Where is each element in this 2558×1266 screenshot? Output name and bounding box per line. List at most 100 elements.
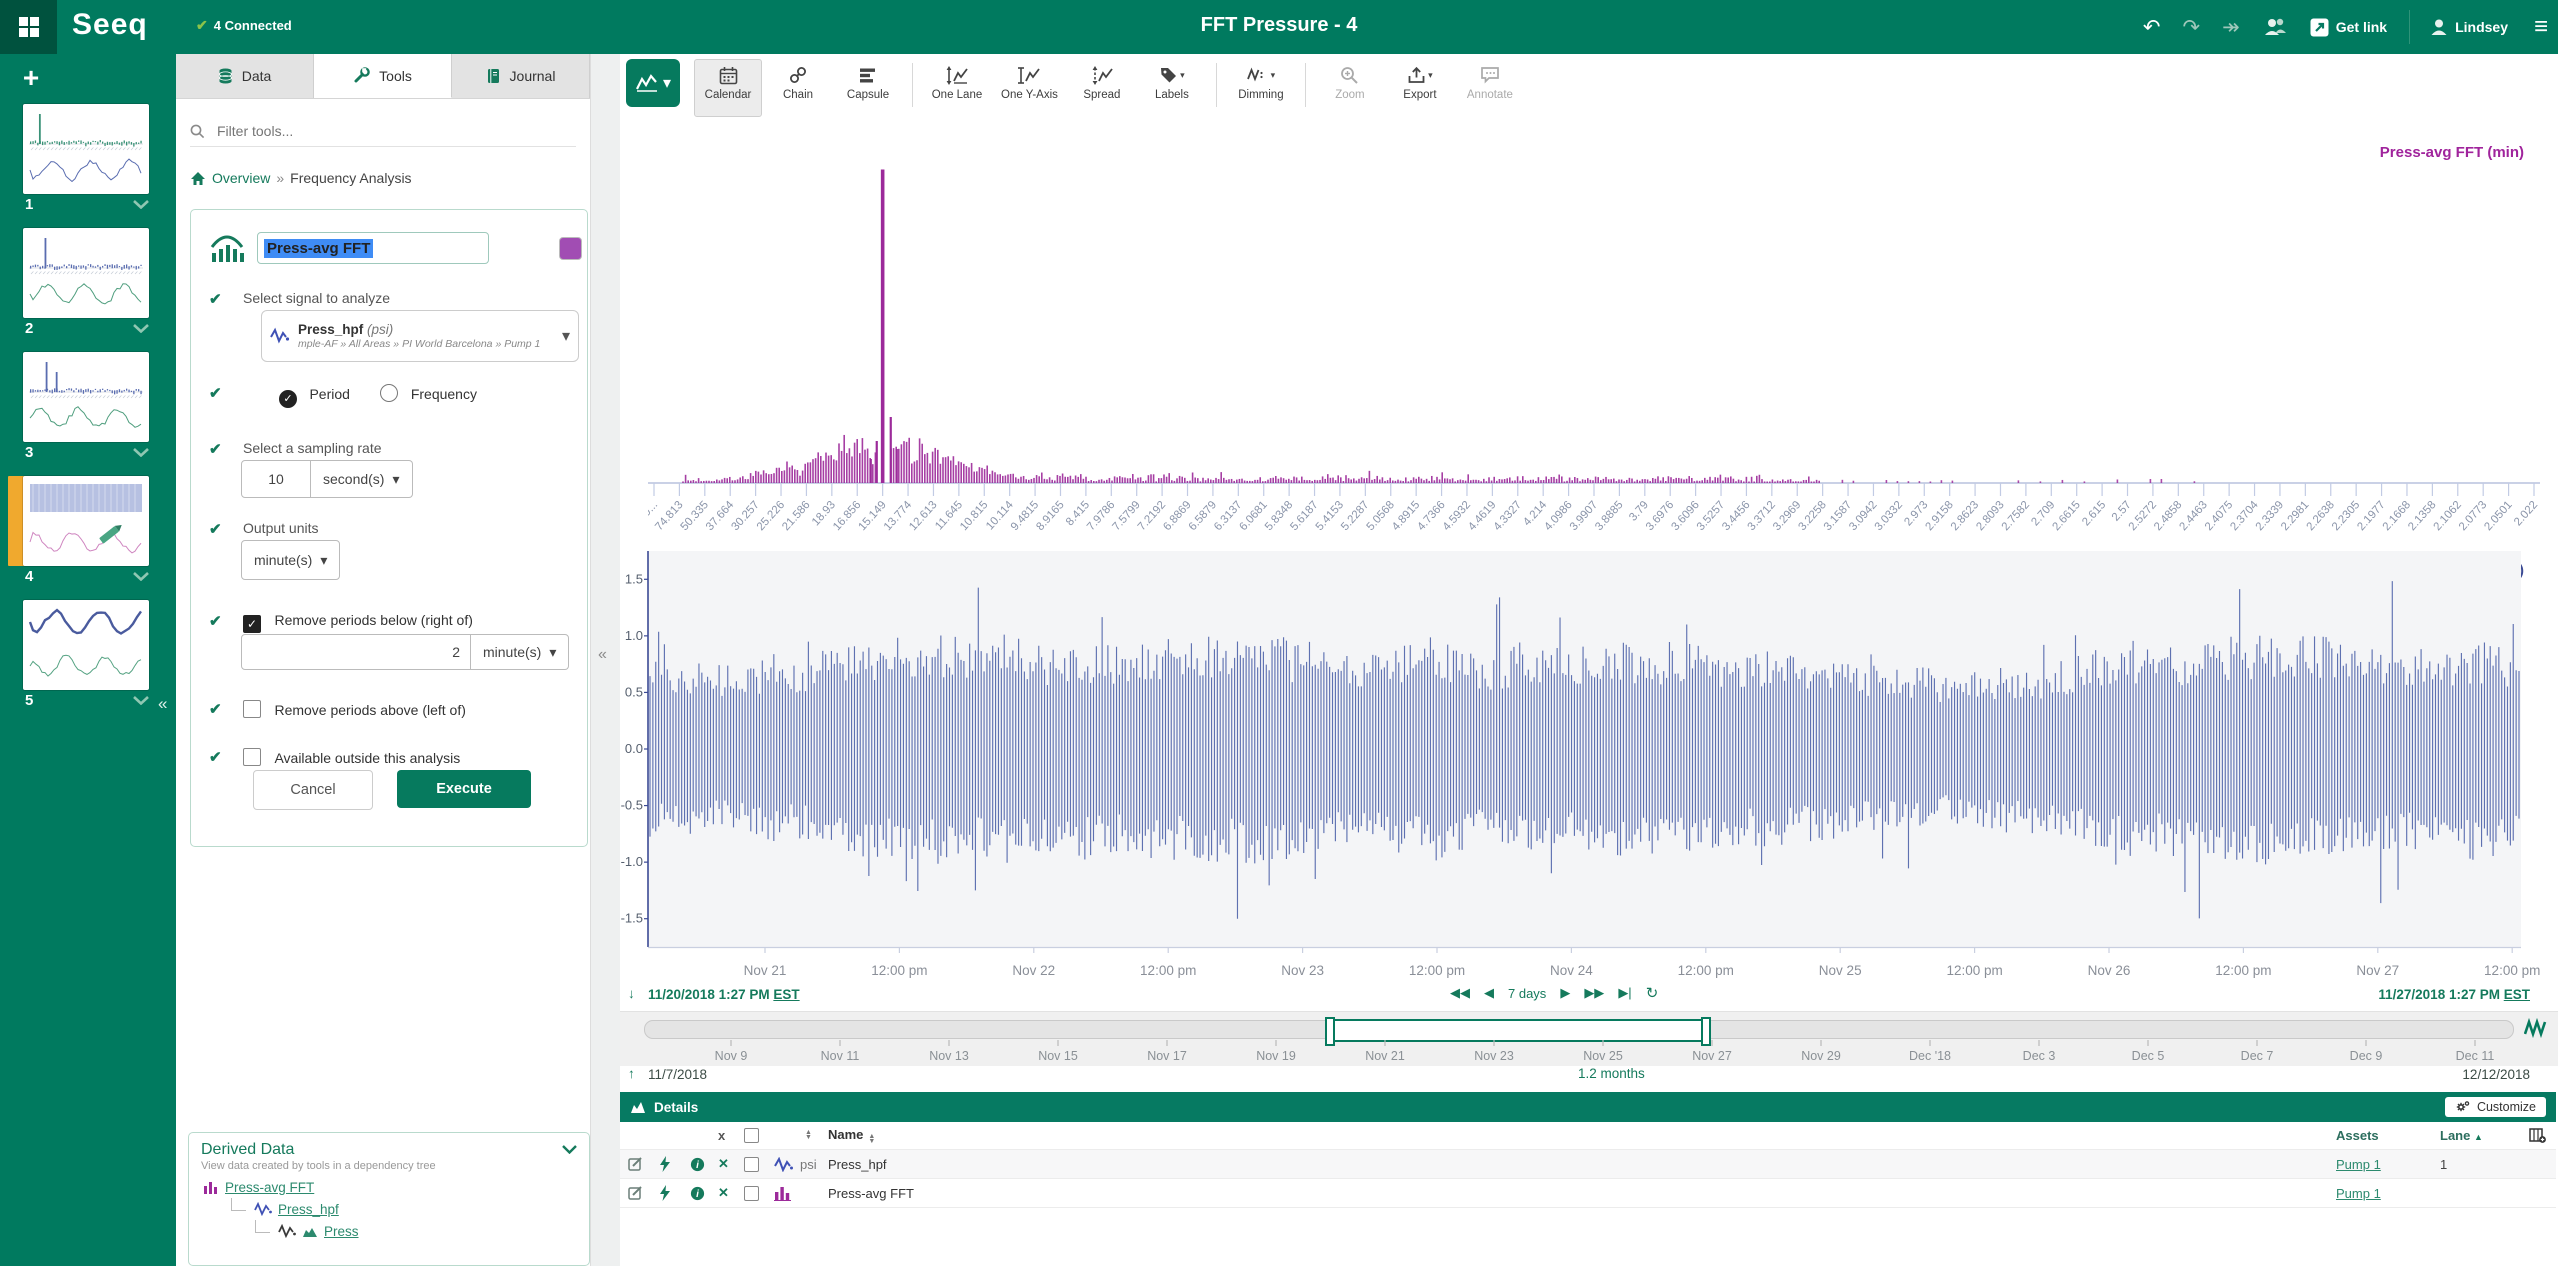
export-button[interactable]: ▾Export <box>1386 59 1454 117</box>
edit-properties-icon[interactable] <box>628 1156 658 1172</box>
refresh-icon[interactable]: ↻ <box>1646 984 1659 1002</box>
signal-chart[interactable]: 1.51.00.50.0-0.5-1.0-1.5Nov 2112:00 pmNo… <box>620 551 2545 989</box>
worksheet-thumbnail-2[interactable] <box>23 228 149 318</box>
trend-jump-icon[interactable] <box>658 1185 690 1201</box>
hamburger-menu-icon[interactable]: ≡ <box>2530 13 2548 41</box>
chevron-down-icon[interactable] <box>133 200 149 209</box>
dimming-button[interactable]: ▾Dimming <box>1227 59 1295 117</box>
spread-button[interactable]: Spread <box>1068 59 1136 117</box>
tab-journal[interactable]: Journal <box>452 54 590 98</box>
details-row-Press_hpf[interactable]: i✕psiPress_hpfPump 11 <box>620 1150 2556 1179</box>
step-forward-fast-icon[interactable]: ▶▶ <box>1584 985 1604 1001</box>
cancel-button[interactable]: Cancel <box>253 770 373 810</box>
chevron-down-icon[interactable] <box>133 696 149 705</box>
remove-item-icon[interactable]: ✕ <box>718 1156 744 1172</box>
users-icon[interactable] <box>2262 17 2288 37</box>
sidebar-collapse-icon[interactable]: « <box>158 694 167 714</box>
filter-tools-search[interactable] <box>190 116 576 147</box>
add-worksheet-button[interactable]: + <box>16 64 46 94</box>
worksheet-number[interactable]: 2 <box>25 320 149 337</box>
output-unit-dropdown[interactable]: minute(s) ▾ <box>241 540 340 580</box>
range-end[interactable]: 11/27/2018 1:27 PM EST <box>2378 987 2530 1002</box>
row-asset-link[interactable]: Pump 1 <box>2336 1186 2381 1201</box>
fft-chart[interactable]: 149...74.81350.33537.66430.25725.22621.5… <box>648 139 2540 551</box>
tab-data[interactable]: Data <box>176 54 314 98</box>
undo-icon[interactable]: ↶ <box>2143 17 2161 38</box>
sort-icon[interactable]: ▲▼ <box>868 1135 875 1144</box>
remove-above-checkbox[interactable] <box>243 700 261 718</box>
chevron-down-icon[interactable] <box>133 448 149 457</box>
tool-name-input[interactable]: Press-avg FFT <box>257 232 489 264</box>
worksheet-thumbnail-5[interactable] <box>23 600 149 690</box>
investigate-start-date[interactable]: 11/7/2018 <box>648 1067 707 1082</box>
remove-below-checkbox[interactable]: ✓ <box>243 615 261 633</box>
add-column-icon[interactable] <box>2500 1128 2556 1143</box>
sort-icon[interactable]: ▲▼ <box>805 1131 828 1140</box>
capsule-button[interactable]: Capsule <box>834 59 902 117</box>
lane-column-header[interactable]: Lane ▲ <box>2440 1128 2500 1143</box>
sampling-rate-input[interactable] <box>241 460 311 498</box>
row-checkbox[interactable] <box>744 1157 774 1172</box>
remove-below-value-input[interactable] <box>241 634 471 670</box>
step-back-fast-icon[interactable]: ◀◀ <box>1450 985 1470 1001</box>
redo-icon[interactable]: ↷ <box>2183 17 2201 38</box>
filter-tools-input[interactable] <box>215 122 519 140</box>
step-size-button[interactable]: 7 days <box>1508 986 1546 1001</box>
worksheet-number[interactable]: 4 <box>25 568 149 585</box>
investigate-end-date[interactable]: 12/12/2018 <box>2462 1067 2530 1082</box>
info-icon[interactable]: i <box>690 1157 718 1172</box>
frequency-radio[interactable] <box>380 384 398 402</box>
get-link-button[interactable]: Get link <box>2310 18 2387 37</box>
assets-column-header[interactable]: Assets <box>2336 1128 2440 1143</box>
derived-item-link[interactable]: Press_hpf <box>278 1202 339 1217</box>
worksheet-number[interactable]: 1 <box>25 196 149 213</box>
timebar-track[interactable] <box>644 1020 2514 1039</box>
period-radio[interactable]: ✓ <box>279 390 297 408</box>
worksheet-thumbnail-1[interactable] <box>23 104 149 194</box>
view-selector-button[interactable]: ▾ <box>626 59 680 107</box>
derived-item-link[interactable]: Press-avg FFT <box>225 1180 314 1195</box>
available-outside-checkbox[interactable] <box>243 748 261 766</box>
step-to-end-icon[interactable]: ▶| <box>1618 985 1631 1001</box>
remove-below-unit-dropdown[interactable]: minute(s) ▾ <box>471 634 569 670</box>
worksheet-thumbnail-3[interactable] <box>23 352 149 442</box>
select-all-checkbox[interactable] <box>744 1128 774 1143</box>
redo-all-icon[interactable]: ↠ <box>2222 17 2240 38</box>
color-swatch-button[interactable] <box>559 237 582 260</box>
chain-button[interactable]: Chain <box>764 59 832 117</box>
edit-properties-icon[interactable] <box>628 1185 658 1201</box>
oneyaxis-button[interactable]: One Y-Axis <box>993 59 1066 117</box>
worksheet-thumbnail-4[interactable] <box>23 476 149 566</box>
auto-update-icon[interactable] <box>2524 1018 2548 1038</box>
row-checkbox[interactable] <box>744 1186 774 1201</box>
step-back-icon[interactable]: ◀ <box>1484 985 1494 1001</box>
calendar-button[interactable]: Calendar <box>694 59 762 117</box>
row-asset-link[interactable]: Pump 1 <box>2336 1157 2381 1172</box>
user-menu[interactable]: Lindsey <box>2409 10 2508 44</box>
remove-all-icon[interactable]: x <box>718 1128 744 1143</box>
investigate-duration[interactable]: 1.2 months <box>1578 1066 1645 1081</box>
details-row-Press-avg FFT[interactable]: i✕Press-avg FFTPump 1 <box>620 1179 2556 1208</box>
onelane-button[interactable]: One Lane <box>923 59 991 117</box>
sampling-unit-dropdown[interactable]: second(s) ▾ <box>311 460 413 498</box>
labels-button[interactable]: ▾Labels <box>1138 59 1206 117</box>
step-forward-icon[interactable]: ▶ <box>1560 985 1570 1001</box>
info-icon[interactable]: i <box>690 1186 718 1201</box>
execute-button[interactable]: Execute <box>397 770 531 808</box>
range-start[interactable]: 11/20/2018 1:27 PM EST <box>648 987 800 1002</box>
home-icon[interactable] <box>190 171 206 186</box>
signal-select[interactable]: Press_hpf (psi) mple-AF » All Areas » PI… <box>261 310 579 362</box>
chevron-down-icon[interactable] <box>133 324 149 333</box>
remove-item-icon[interactable]: ✕ <box>718 1185 744 1201</box>
breadcrumb-overview[interactable]: Overview <box>212 170 270 186</box>
chevron-down-icon[interactable] <box>562 1145 577 1154</box>
tab-tools[interactable]: Tools <box>314 54 452 98</box>
derived-item-link[interactable]: Press <box>324 1224 359 1239</box>
panel-collapse-icon[interactable]: « <box>598 646 607 664</box>
trend-jump-icon[interactable] <box>658 1156 690 1172</box>
customize-button[interactable]: Customize <box>2445 1097 2546 1117</box>
name-column-header[interactable]: Name▲▼ <box>828 1127 2336 1144</box>
worksheet-number[interactable]: 3 <box>25 444 149 461</box>
worksheet-number[interactable]: 5 <box>25 692 149 709</box>
chevron-down-icon[interactable] <box>133 572 149 581</box>
